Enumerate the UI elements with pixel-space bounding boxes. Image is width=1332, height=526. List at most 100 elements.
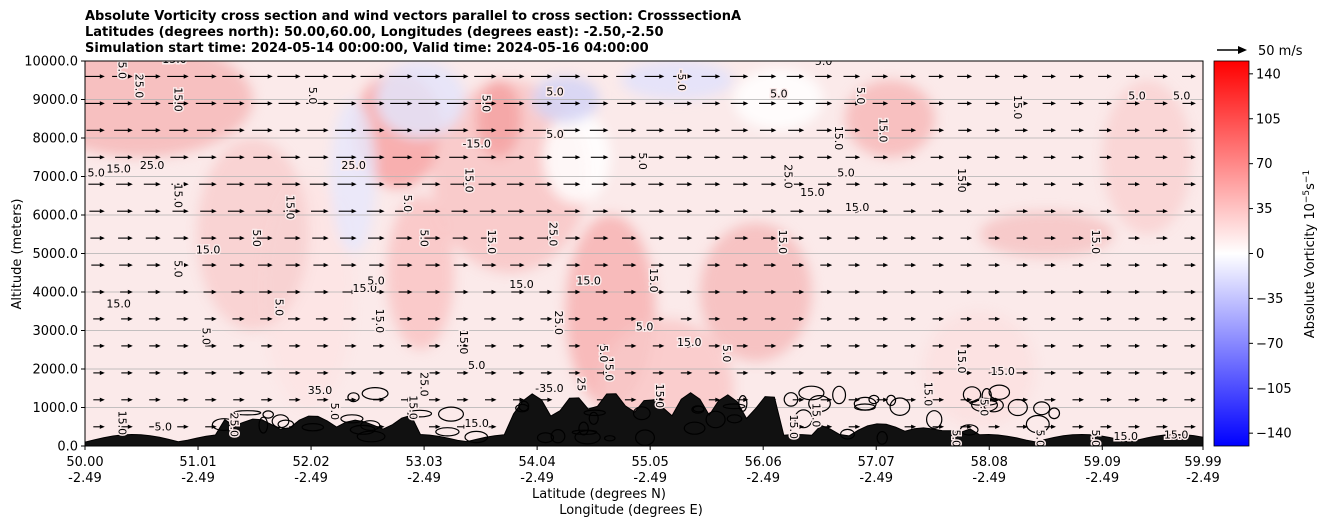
wind-vector-head <box>295 74 301 79</box>
wind-vector-head <box>1107 128 1112 133</box>
wind-vector-head <box>631 235 637 241</box>
wind-vector-head <box>211 316 217 322</box>
wind-vector-head <box>323 370 329 376</box>
wind-vector-head <box>855 343 861 349</box>
wind-vector-head <box>491 370 497 376</box>
wind-vector-head <box>967 343 973 349</box>
wind-vector-head <box>1162 74 1168 79</box>
wind-vector-head <box>463 235 469 241</box>
x-tick-label-latitude: 58.08 <box>971 455 1008 470</box>
contour-label: 5.0 <box>306 87 319 105</box>
wind-vector-head <box>99 128 105 133</box>
wind-vector-head <box>1023 209 1029 214</box>
wind-vector-head <box>155 101 161 106</box>
wind-vector-head <box>967 155 973 160</box>
wind-vector-head <box>659 289 665 295</box>
wind-vector-head <box>351 155 357 160</box>
contour-label: 5.0 <box>636 321 654 334</box>
wind-vector-head <box>127 209 133 214</box>
wind-vector-head <box>939 101 945 106</box>
wind-vector-head <box>491 343 497 349</box>
wind-vector-head <box>1051 128 1056 133</box>
wind-vector-head <box>351 128 357 133</box>
wind-vector-head <box>183 424 189 429</box>
wind-vector-head <box>1079 262 1084 268</box>
wind-vector-head <box>239 74 245 79</box>
terrain-contour <box>583 409 606 417</box>
wind-vector-head <box>855 209 861 214</box>
wind-vector-head <box>855 101 861 106</box>
wind-vector-head <box>911 128 917 133</box>
wind-vector-head <box>463 424 469 429</box>
field-blob <box>1102 80 1192 235</box>
wind-vector-head <box>211 155 217 160</box>
x-tick-label-longitude: -2.49 <box>68 471 102 486</box>
wind-vector-head <box>379 182 385 187</box>
terrain-contour <box>970 397 998 413</box>
terrain-contour <box>981 388 992 404</box>
wind-vector-head <box>1162 101 1168 106</box>
contour-label: 15.0 <box>464 417 489 430</box>
wind-vector-head <box>967 289 973 295</box>
terrain-contour <box>356 430 386 443</box>
wind-vector-head <box>1107 101 1112 106</box>
wind-vector-head <box>435 235 441 241</box>
x-tick-label-latitude: 53.03 <box>405 455 442 470</box>
wind-vector-head <box>1107 155 1112 160</box>
contour-label: 5.0 <box>597 345 610 363</box>
wind-vector-head <box>463 209 469 214</box>
wind-vector-head <box>295 128 301 133</box>
wind-vector-head <box>99 209 105 214</box>
wind-vector-head <box>1135 128 1140 133</box>
wind-vector-head <box>827 262 833 268</box>
contour-label: 5.0 <box>949 430 962 448</box>
wind-vector-head <box>827 316 833 322</box>
wind-vector-head <box>239 370 245 376</box>
wind-vector-head <box>435 289 441 295</box>
wind-vector-head <box>127 235 133 241</box>
contour-label: -5.0 <box>675 70 688 91</box>
wind-vector-head <box>491 235 497 241</box>
wind-vector-head <box>239 209 245 214</box>
terrain-contour <box>692 405 705 413</box>
contour-label: 15.0 <box>1089 230 1102 255</box>
wind-vector-head <box>575 370 581 376</box>
wind-vector-head <box>911 235 917 241</box>
wind-vector-head <box>1107 262 1112 268</box>
wind-vector-head <box>659 74 665 79</box>
wind-vector-head <box>99 289 105 295</box>
terrain-contour <box>876 431 888 445</box>
wind-vector-head <box>743 182 749 187</box>
contour-label: 15.0 <box>955 168 968 193</box>
wind-vector-head <box>911 101 917 106</box>
terrain-contour <box>233 410 262 416</box>
wind-vector-head <box>659 155 665 160</box>
wind-vector-head <box>883 182 889 187</box>
wind-vector-head <box>855 182 861 187</box>
wind-vector-head <box>491 155 497 160</box>
wind-vector-head <box>379 316 385 322</box>
wind-vector-head <box>855 155 861 160</box>
wind-vector-head <box>883 128 889 133</box>
wind-vector-head <box>1107 316 1112 322</box>
wind-vector-head <box>1079 155 1084 160</box>
colorbar-label-unit: s <box>1303 183 1318 190</box>
wind-vector-head <box>547 209 553 214</box>
wind-vector-head <box>323 316 329 322</box>
wind-vector-head <box>575 155 581 160</box>
wind-vector-head <box>687 74 693 79</box>
wind-vector-head <box>1190 424 1196 429</box>
wind-vector-head <box>967 182 973 187</box>
contour-label: 15.0 <box>921 382 934 407</box>
wind-vector-head <box>743 74 749 79</box>
wind-vector-head <box>407 74 413 79</box>
wind-vector-head <box>967 397 973 402</box>
wind-vector-head <box>1107 289 1112 295</box>
wind-vector-head <box>99 370 105 376</box>
wind-vector-head <box>631 262 637 268</box>
terrain-contour <box>738 395 748 412</box>
wind-vector-head <box>1190 262 1196 268</box>
wind-vector-head <box>463 370 469 376</box>
x-tick-label-longitude: -2.49 <box>181 471 215 486</box>
